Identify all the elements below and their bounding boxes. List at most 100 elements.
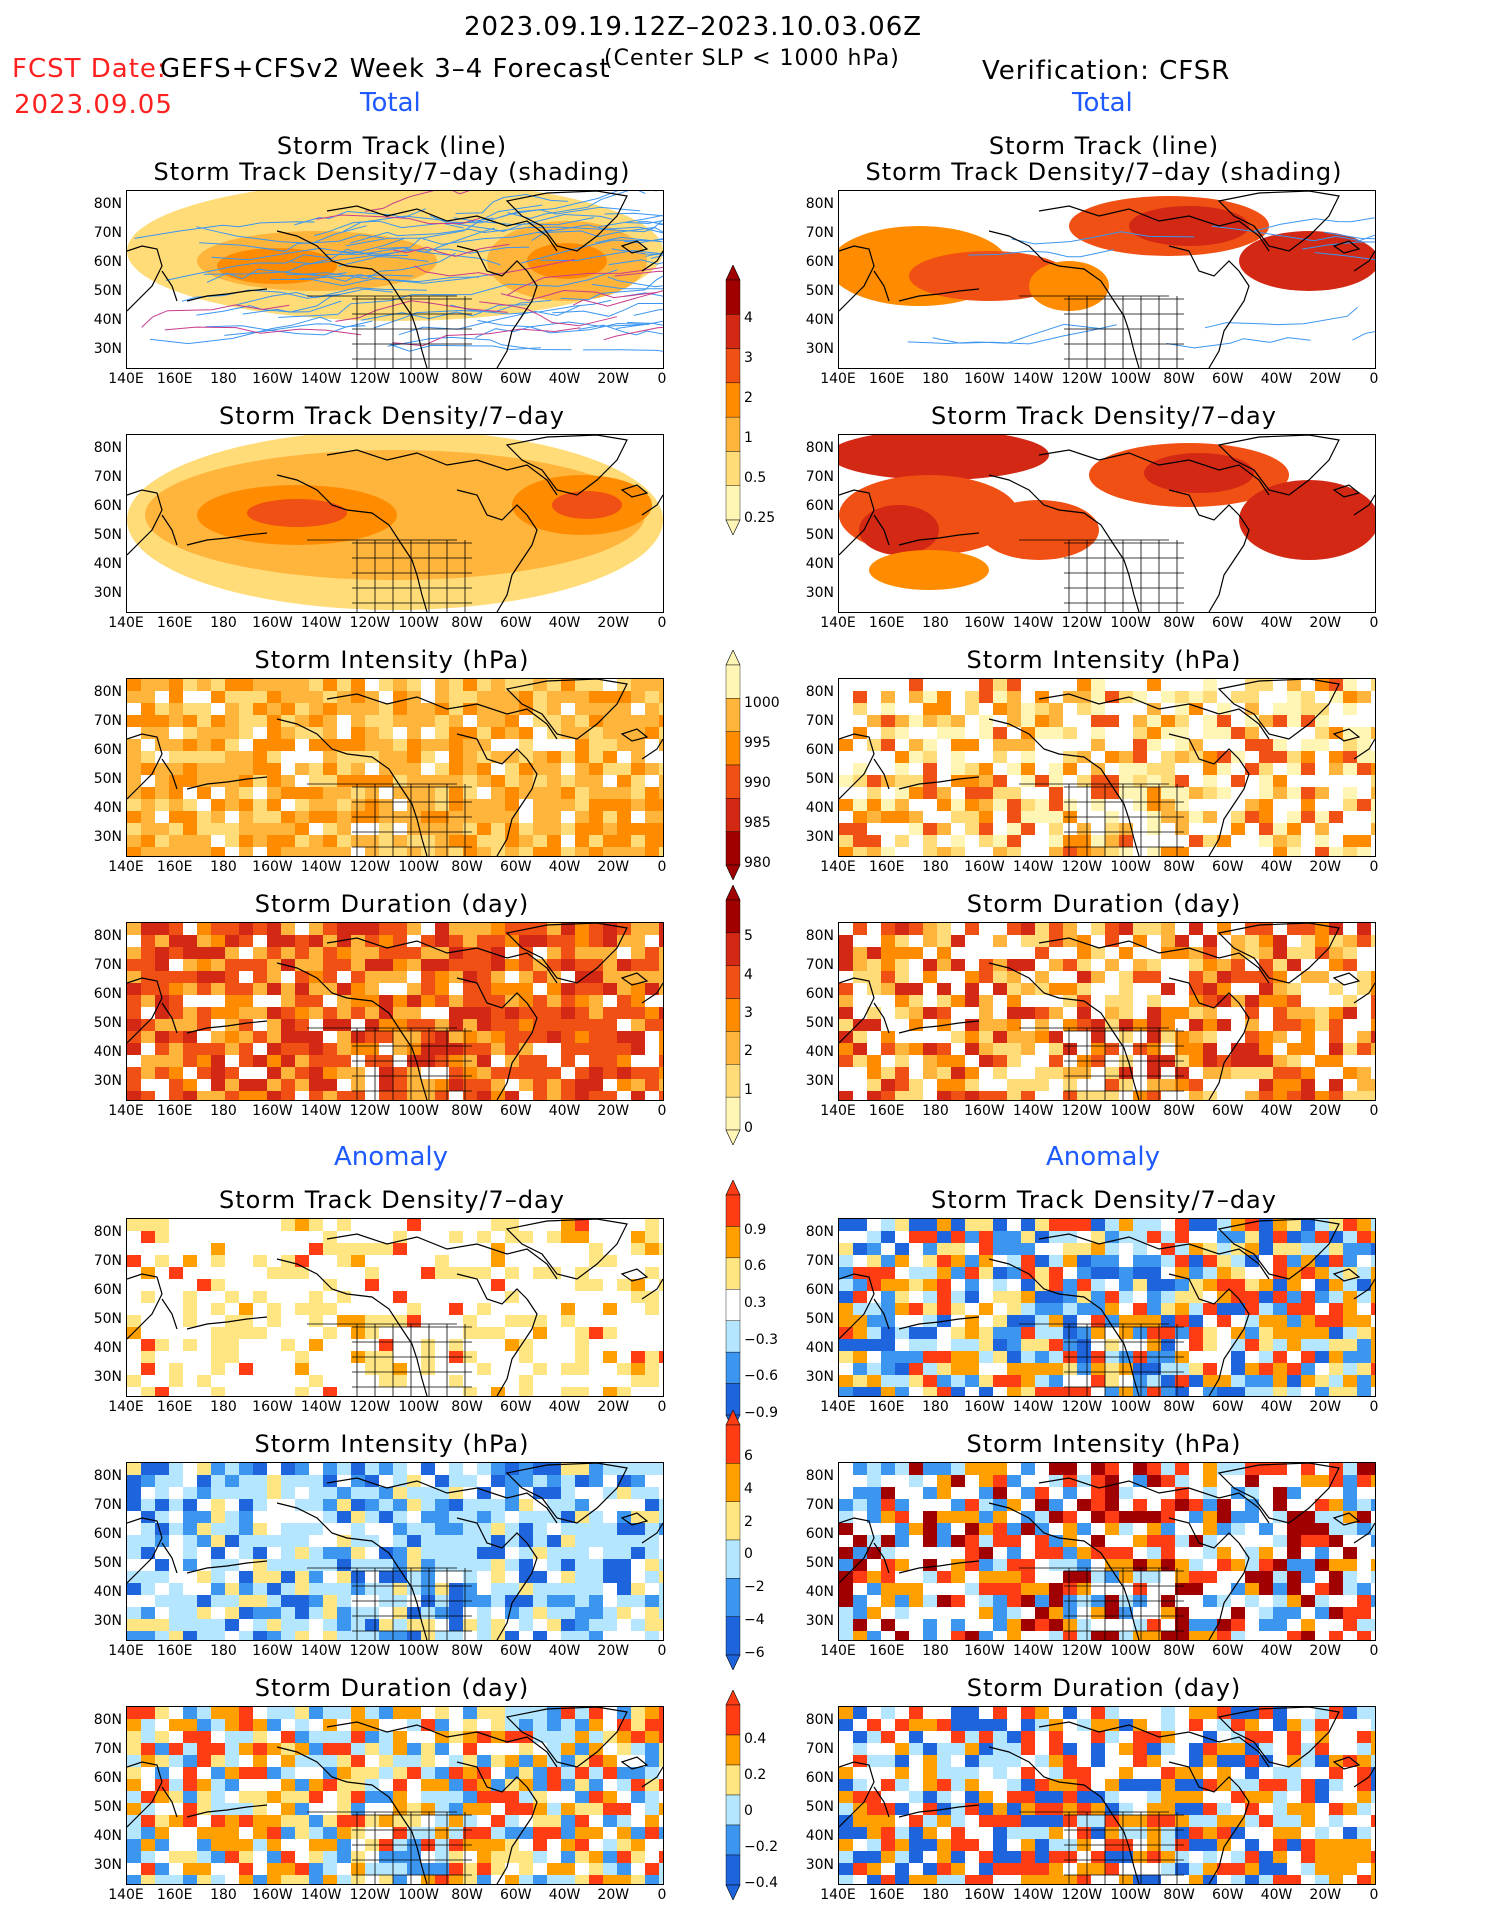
latitude-label: 70N bbox=[93, 1497, 122, 1513]
colorbar-segment bbox=[725, 1764, 741, 1796]
longitude-label: 80W bbox=[1163, 1399, 1195, 1415]
latitude-label: 50N bbox=[805, 1555, 834, 1571]
section-total-right: Total bbox=[1072, 88, 1133, 118]
latitude-label: 60N bbox=[93, 986, 122, 1002]
map-panel-duration-anom-right bbox=[838, 1706, 1376, 1885]
longitude-label: 60W bbox=[499, 859, 532, 875]
longitude-label: 160E bbox=[868, 859, 905, 875]
shading-field bbox=[1144, 453, 1254, 493]
colorbar-label: 4 bbox=[744, 1480, 753, 1497]
longitude-label: 140E bbox=[108, 1643, 144, 1659]
latitude-label: 60N bbox=[805, 498, 834, 514]
longitude-label: 80W bbox=[1163, 371, 1195, 387]
title-duration-anom-left: Storm Duration (day) bbox=[254, 1674, 530, 1702]
longitude-label: 160E bbox=[868, 371, 905, 387]
colorbar-arrow-top bbox=[725, 885, 741, 901]
longitude-label: 100W bbox=[1110, 859, 1151, 875]
longitude-label: 160W bbox=[964, 1103, 1005, 1119]
latitude-label: 60N bbox=[93, 1282, 122, 1298]
longitude-label: 140W bbox=[1012, 371, 1054, 387]
longitude-label: 20W bbox=[597, 859, 630, 875]
title-intensity-anom-right: Storm Intensity (hPa) bbox=[966, 1430, 1242, 1458]
colorbar-label: 1000 bbox=[744, 695, 780, 711]
colorbar-density-total bbox=[725, 265, 741, 535]
latitude-label: 60N bbox=[93, 742, 122, 758]
latitude-label: 30N bbox=[805, 1857, 834, 1873]
longitude-label: 80W bbox=[451, 1399, 483, 1415]
colorbar-arrow-bottom bbox=[725, 1654, 741, 1670]
latitude-label: 40N bbox=[93, 1340, 122, 1356]
coastline-outline bbox=[127, 1463, 663, 1640]
colorbar-segment bbox=[725, 279, 741, 315]
longitude-label: 160W bbox=[252, 1103, 293, 1119]
colorbar-label: 1 bbox=[744, 1081, 753, 1098]
colorbar-segment bbox=[725, 1463, 741, 1502]
longitude-label: 60W bbox=[1211, 859, 1244, 875]
longitude-label: 80W bbox=[451, 615, 483, 631]
longitude-label: 60W bbox=[499, 1887, 532, 1903]
longitude-label: 160W bbox=[964, 371, 1005, 387]
gridded-field bbox=[127, 1707, 663, 1884]
colorbar-label: 995 bbox=[744, 735, 771, 751]
colorbar-arrow-top bbox=[725, 265, 741, 281]
colorbar-segment bbox=[725, 1824, 741, 1856]
colorbar-label: 4 bbox=[744, 310, 753, 326]
longitude-label: 160W bbox=[964, 1643, 1005, 1659]
section-anomaly-left: Anomaly bbox=[334, 1142, 449, 1172]
latitude-label: 60N bbox=[805, 1526, 834, 1542]
coastline-outline bbox=[839, 435, 1375, 612]
colorbar-label: 980 bbox=[744, 855, 771, 871]
colorbar-segment bbox=[725, 965, 741, 999]
shading-field bbox=[839, 435, 1049, 480]
longitude-label: 100W bbox=[1110, 1399, 1151, 1415]
colorbar-label: 3 bbox=[744, 1005, 753, 1021]
longitude-label: 100W bbox=[1110, 1103, 1151, 1119]
longitude-label: 60W bbox=[1211, 615, 1244, 631]
latitude-label: 30N bbox=[93, 1073, 122, 1089]
latitude-label: 40N bbox=[805, 1828, 834, 1844]
longitude-label: 140W bbox=[1012, 1643, 1054, 1659]
gridded-field bbox=[127, 1463, 663, 1640]
longitude-label: 160W bbox=[252, 615, 293, 631]
longitude-label: 160E bbox=[156, 1399, 193, 1415]
colorbar-label: −2 bbox=[744, 1579, 765, 1596]
longitude-label: 140W bbox=[1012, 1399, 1054, 1415]
latitude-label: 80N bbox=[805, 1224, 834, 1240]
longitude-label: 80W bbox=[1163, 1887, 1195, 1903]
longitude-label: 100W bbox=[1110, 615, 1151, 631]
colorbar-label: 2 bbox=[744, 1043, 753, 1060]
us-state-borders bbox=[307, 1027, 472, 1100]
latitude-label: 30N bbox=[805, 1369, 834, 1385]
latitude-label: 50N bbox=[805, 1311, 834, 1327]
latitude-label: 60N bbox=[805, 1770, 834, 1786]
latitude-label: 80N bbox=[93, 1224, 122, 1240]
gridded-field bbox=[839, 923, 1375, 1100]
fcst-date-value: 2023.09.05 bbox=[14, 90, 173, 120]
longitude-label: 180 bbox=[210, 1643, 237, 1659]
title-density-anom-left: Storm Track Density/7–day bbox=[219, 1186, 565, 1214]
coastline-outline bbox=[127, 679, 663, 856]
latitude-label: 60N bbox=[805, 254, 834, 270]
latitude-label: 30N bbox=[805, 829, 834, 845]
longitude-label: 40W bbox=[548, 859, 581, 875]
title-track-line-right: Storm Track (line) bbox=[988, 132, 1220, 160]
longitude-label: 140E bbox=[820, 615, 856, 631]
map-panel-intensity-total-left bbox=[126, 678, 664, 857]
longitude-label: 180 bbox=[922, 1887, 949, 1903]
latitude-label: 50N bbox=[93, 1799, 122, 1815]
latitude-label: 80N bbox=[93, 1712, 122, 1728]
longitude-label: 140W bbox=[300, 1399, 342, 1415]
longitude-label: 40W bbox=[548, 615, 581, 631]
longitude-label: 0 bbox=[1369, 859, 1379, 875]
longitude-label: 40W bbox=[548, 1643, 581, 1659]
longitude-label: 140W bbox=[1012, 615, 1054, 631]
shading-field bbox=[552, 491, 622, 519]
longitude-label: 160W bbox=[252, 1887, 293, 1903]
latitude-label: 50N bbox=[805, 1015, 834, 1031]
longitude-label: 180 bbox=[210, 859, 237, 875]
longitude-label: 140W bbox=[1012, 859, 1054, 875]
longitude-label: 160E bbox=[868, 1103, 905, 1119]
longitude-label: 40W bbox=[1260, 859, 1293, 875]
us-state-borders bbox=[307, 539, 472, 612]
longitude-label: 180 bbox=[922, 1399, 949, 1415]
